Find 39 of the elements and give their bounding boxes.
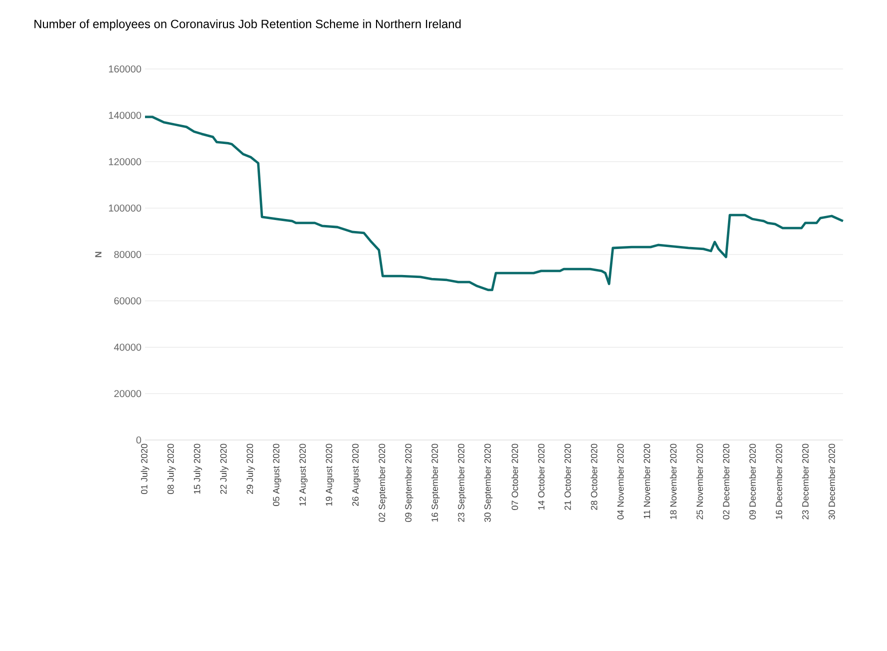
x-tick-label: 23 December 2020 (802, 444, 809, 520)
x-tick-label: 08 July 2020 (167, 444, 176, 494)
y-tick-label: 20000 (114, 390, 142, 398)
x-tick-label: 29 July 2020 (246, 444, 255, 494)
x-tick-label: 14 October 2020 (538, 444, 544, 510)
y-tick-label: 0 (136, 436, 142, 444)
x-tick-label: 16 December 2020 (776, 444, 782, 520)
y-tick-label: 140000 (109, 112, 142, 119)
y-axis-title: N (95, 252, 102, 258)
y-tick-label: 80000 (114, 250, 142, 258)
x-tick-label: 02 December 2020 (722, 444, 730, 520)
x-tick-label: 04 November 2020 (617, 444, 624, 520)
x-tick-label: 09 December 2020 (749, 444, 756, 520)
x-tick-label: 12 August 2020 (299, 444, 308, 506)
x-tick-label: 23 September 2020 (458, 444, 466, 522)
x-tick-label: 02 September 2020 (378, 444, 387, 522)
x-tick-label: 28 October 2020 (590, 444, 598, 510)
x-tick-label: 21 October 2020 (564, 444, 571, 510)
x-tick-label: 19 August 2020 (326, 444, 334, 506)
x-tick-label: 16 September 2020 (431, 444, 440, 522)
x-tick-label: 26 August 2020 (352, 444, 360, 506)
y-tick-label: 120000 (109, 158, 142, 166)
x-tick-label: 22 July 2020 (220, 444, 228, 494)
x-tick-label: 05 August 2020 (273, 444, 282, 506)
x-tick-label: 15 July 2020 (194, 444, 202, 494)
chart-title: Number of employees on Coronavirus Job Retention Scheme in Northern Ireland (34, 19, 461, 31)
y-tick-label: 160000 (109, 65, 142, 73)
line-series (144, 116, 844, 292)
x-tick-label: 09 September 2020 (404, 444, 414, 522)
x-tick-label: 11 November 2020 (644, 444, 650, 518)
y-tick-label: 60000 (114, 297, 142, 304)
x-tick-label: 07 October 2020 (511, 444, 518, 510)
x-tick-label: 25 November 2020 (696, 444, 703, 520)
x-tick-label: 01 July 2020 (140, 444, 150, 494)
x-tick-label: 30 September 2020 (484, 444, 493, 522)
x-tick-label: 30 December 2020 (828, 444, 835, 520)
y-tick-label: 100000 (109, 204, 142, 212)
x-tick-label: 18 November 2020 (670, 444, 677, 520)
y-tick-label: 40000 (114, 344, 142, 351)
